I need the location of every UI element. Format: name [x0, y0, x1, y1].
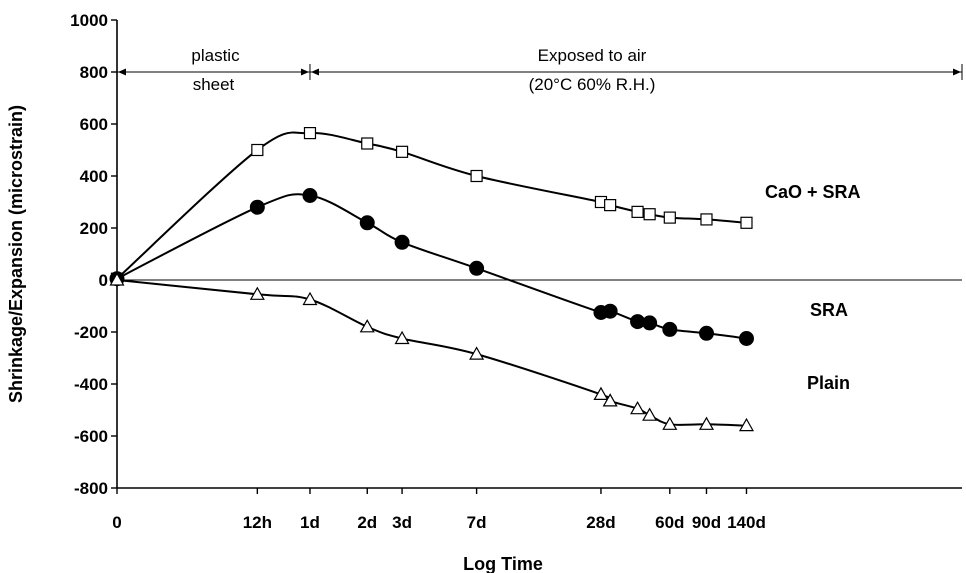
data-point: [630, 400, 646, 415]
data-point: [738, 417, 755, 432]
series-label: CaO + SRA: [765, 182, 861, 202]
data-point: [698, 325, 714, 341]
data-point: [602, 393, 618, 407]
data-point: [470, 169, 483, 183]
data-point: [642, 407, 658, 421]
arrowhead-air-left: [310, 68, 319, 76]
y-tick-label: -800: [74, 479, 108, 498]
annotation-exposed-to-air: Exposed to air: [538, 46, 647, 65]
y-tick-label: 200: [80, 219, 108, 238]
y-tick-label: 0: [99, 271, 108, 290]
data-point: [662, 321, 678, 337]
y-tick-label: 1000: [70, 11, 108, 30]
data-point: [593, 386, 609, 400]
x-axis-title: Log Time: [463, 554, 543, 573]
x-tick-label: 90d: [692, 513, 721, 532]
series-label: Plain: [807, 373, 850, 393]
x-tick-label: 12h: [243, 513, 272, 532]
x-tick-label: 60d: [655, 513, 684, 532]
data-point: [662, 416, 678, 430]
data-point: [738, 331, 754, 346]
data-point: [469, 346, 485, 360]
data-point: [602, 303, 618, 319]
series-plain: Plain: [109, 272, 850, 432]
data-point: [698, 416, 715, 430]
y-tick-label: 400: [80, 167, 108, 186]
x-tick-label: 7d: [467, 513, 487, 532]
series-label: SRA: [810, 300, 848, 320]
series-sra: SRA: [109, 188, 848, 346]
data-point: [643, 208, 656, 221]
data-point: [663, 211, 676, 224]
data-point: [361, 137, 374, 150]
data-point: [642, 315, 658, 331]
annotation-plastic: plastic: [191, 46, 240, 65]
data-point: [249, 286, 265, 300]
series-layer: CaO + SRA SRA Plain: [109, 126, 861, 432]
data-point: [700, 213, 713, 226]
data-point: [469, 260, 485, 276]
data-point: [395, 145, 409, 158]
series-line: [116, 279, 747, 427]
annotation-layer: plastic sheet Exposed to air (20°C 60% R…: [191, 46, 655, 94]
y-tick-label: -600: [74, 427, 108, 446]
y-tick-label: -400: [74, 375, 108, 394]
arrowhead-plastic-right: [300, 68, 309, 76]
data-point: [359, 319, 375, 333]
x-tick-label: 2d: [357, 513, 377, 532]
data-point: [249, 199, 265, 215]
y-axis-title: Shrinkage/Expansion (microstrain): [6, 105, 26, 403]
data-point: [303, 126, 317, 140]
x-tick-label: 1d: [300, 513, 320, 532]
annotation-conditions: (20°C 60% R.H.): [529, 75, 656, 94]
x-tick-label: 28d: [586, 513, 615, 532]
series-cao-sra: CaO + SRA: [110, 126, 861, 285]
data-point: [109, 272, 125, 286]
data-point: [251, 143, 264, 157]
x-tick-label: 140d: [727, 513, 766, 532]
data-point: [302, 188, 318, 203]
data-point: [302, 291, 318, 306]
data-point: [604, 199, 617, 212]
series-line: [116, 131, 747, 280]
y-tick-label: 600: [80, 115, 108, 134]
y-tick-label: -200: [74, 323, 108, 342]
data-point: [394, 330, 410, 345]
x-tick-label: 3d: [392, 513, 412, 532]
data-point: [740, 216, 753, 229]
data-point: [359, 215, 375, 231]
arrowhead-air-right: [953, 68, 961, 76]
annotation-sheet: sheet: [193, 75, 235, 94]
arrowhead-left: [118, 68, 126, 76]
y-tick-label: 800: [80, 63, 108, 82]
data-point: [631, 205, 644, 218]
x-tick-label: 0: [112, 513, 121, 532]
data-point: [394, 234, 410, 250]
